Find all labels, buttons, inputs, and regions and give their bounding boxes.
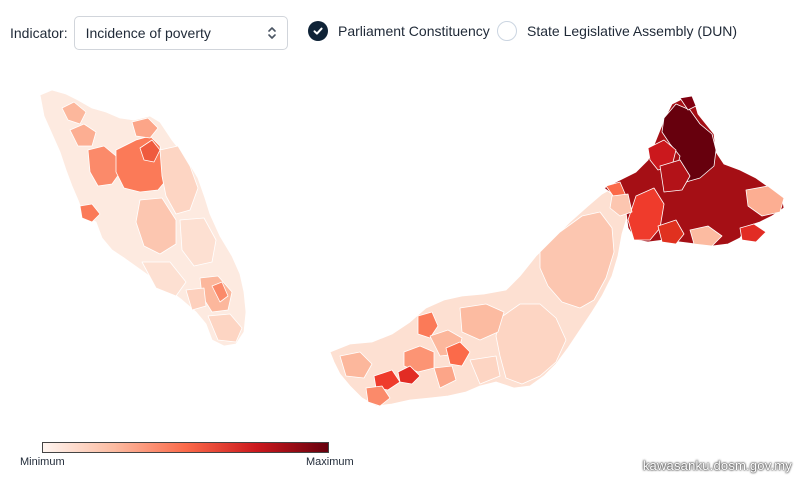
peninsula-region[interactable] — [179, 217, 217, 267]
peninsula-region[interactable] — [211, 281, 229, 303]
peninsula-region[interactable] — [185, 287, 207, 311]
sabah-region[interactable] — [689, 225, 723, 247]
sarawak-region[interactable] — [459, 303, 505, 341]
sarawak-region[interactable] — [495, 303, 567, 385]
radio-parliament-constituency[interactable]: Parliament Constituency — [308, 21, 490, 41]
indicator-label: Indicator: — [10, 25, 68, 41]
sarawak-region[interactable] — [365, 385, 391, 407]
sabah-region[interactable] — [627, 187, 665, 241]
source-watermark: kawasanku.dosm.gov.my — [642, 458, 792, 473]
sarawak-region[interactable] — [539, 211, 615, 309]
peninsula-region[interactable] — [135, 197, 177, 255]
peninsula-region[interactable] — [61, 101, 87, 125]
color-scale-legend — [42, 442, 329, 453]
sabah-region[interactable] — [657, 219, 685, 245]
choropleth-map[interactable] — [0, 60, 800, 440]
legend-min-label: Minimum — [20, 456, 65, 468]
peninsula-region[interactable] — [141, 261, 187, 297]
sarawak-region[interactable] — [469, 355, 501, 385]
sabah-region[interactable] — [609, 193, 633, 217]
sarawak-region[interactable] — [339, 351, 373, 379]
sabah-region[interactable] — [739, 223, 767, 243]
indicator-select-value: Incidence of poverty — [85, 25, 211, 41]
sarawak-region[interactable] — [373, 369, 401, 391]
color-scale-bar — [42, 442, 329, 453]
radio-state-legislative-assembly[interactable]: State Legislative Assembly (DUN) — [497, 21, 737, 41]
sabah-region[interactable] — [745, 185, 785, 217]
peninsula-region[interactable] — [69, 123, 97, 147]
indicator-control: Indicator: Incidence of poverty — [10, 16, 288, 50]
chevron-up-down-icon — [267, 26, 277, 40]
peninsula-region[interactable] — [207, 313, 243, 343]
peninsula-region[interactable] — [87, 145, 123, 187]
sarawak-region[interactable] — [433, 365, 457, 389]
peninsula-region[interactable] — [159, 145, 199, 215]
legend-max-label: Maximum — [306, 456, 354, 468]
sabah-region[interactable] — [679, 95, 697, 111]
sarawak-region[interactable] — [417, 311, 439, 339]
peninsula-region[interactable] — [139, 139, 161, 163]
radio-dun-label: State Legislative Assembly (DUN) — [527, 23, 738, 39]
peninsula-region[interactable] — [131, 117, 159, 139]
peninsula-region[interactable] — [79, 203, 101, 223]
indicator-select[interactable]: Incidence of poverty — [73, 16, 288, 50]
radio-unchecked-icon[interactable] — [497, 21, 517, 41]
sarawak-region[interactable] — [445, 341, 471, 367]
check-icon[interactable] — [308, 21, 328, 41]
radio-parliament-label: Parliament Constituency — [338, 23, 490, 39]
sabah-region[interactable] — [659, 159, 691, 193]
sarawak-region[interactable] — [397, 365, 421, 385]
